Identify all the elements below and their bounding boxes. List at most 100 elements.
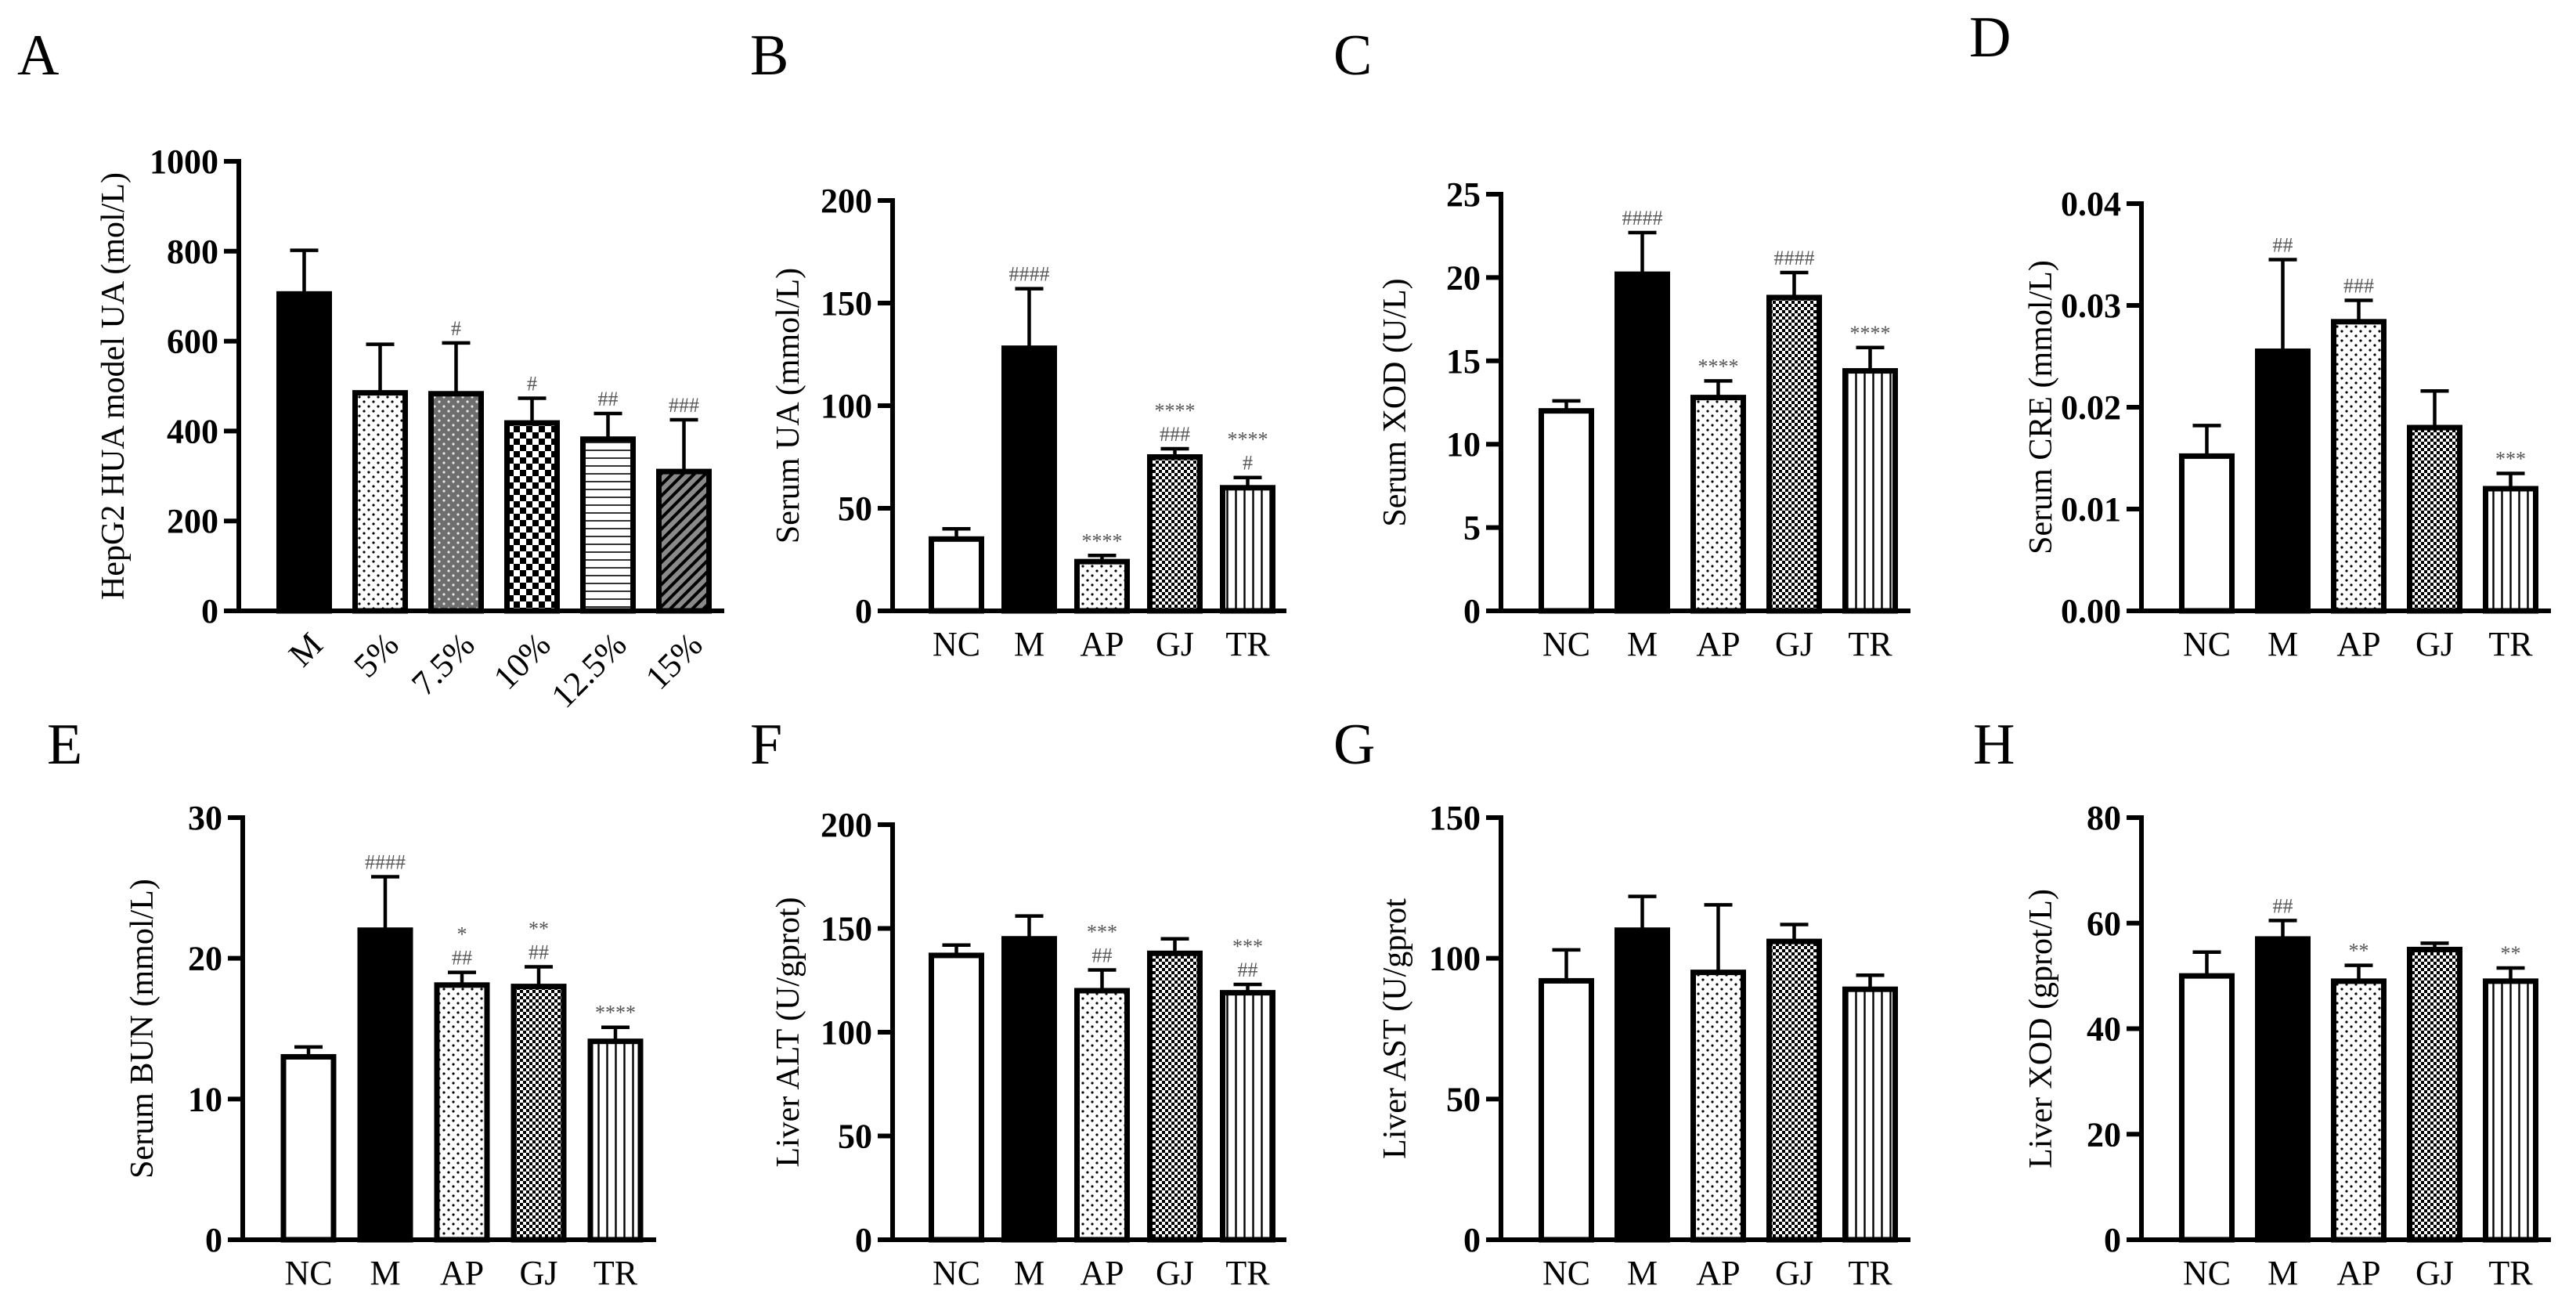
significance-mark: ## (529, 941, 549, 963)
y-tick-label: 20 (2087, 1115, 2121, 1154)
bar-ap (1690, 395, 1746, 614)
bar-nc (1539, 408, 1594, 614)
bar-m (2255, 936, 2311, 1243)
bar-tr (1842, 986, 1898, 1243)
y-axis-label: Serum CRE (mmol/L) (2023, 260, 2059, 554)
y-tick-label: 0 (855, 592, 872, 630)
bar-7-5- (428, 391, 484, 614)
significance-mark: **** (1698, 355, 1739, 377)
y-axis-label: Liver AST (U/gprot (1377, 898, 1413, 1159)
significance-mark: # (451, 317, 461, 340)
y-tick-label: 800 (167, 233, 218, 271)
chart-panel-a: A 0 200 400 600 800 1000 HepG2 HUA model UA (mo… (17, 23, 724, 715)
y-tick-label: 15 (1446, 342, 1481, 381)
y-tick-label: 10 (188, 1080, 222, 1118)
y-axis-label: HepG2 HUA model UA (mol/L) (96, 172, 132, 600)
y-tick-label: 100 (1429, 940, 1481, 978)
significance-mark: **** (1155, 399, 1196, 422)
x-tick-label: M (1627, 625, 1658, 663)
y-tick-label: 400 (167, 412, 218, 450)
significance-mark: ## (1238, 959, 1258, 981)
y-tick-label: 10 (1446, 425, 1481, 464)
y-axis-label: Serum BUN (mmol/L) (124, 879, 161, 1179)
y-axis-label: Serum XOD (U/L) (1377, 278, 1413, 526)
chart-panel-g: G 0 50 100 150 Liver AST (U/gprot NC M AP GJ TR (1333, 713, 1910, 1292)
y-tick-label: 50 (838, 1118, 872, 1156)
significance-mark: *** (1232, 935, 1263, 958)
y-tick-label: 200 (167, 502, 218, 540)
y-axis-label: Liver XOD (gprot/L) (2023, 889, 2059, 1168)
x-tick-label: NC (933, 625, 980, 663)
significance-mark: ## (452, 947, 472, 970)
bar-tr (1220, 485, 1275, 614)
x-tick-label: NC (1542, 1254, 1590, 1292)
x-tick-label: 7.5% (404, 625, 482, 702)
y-tick-label: 600 (167, 323, 218, 361)
x-tick-label: TR (1225, 1254, 1270, 1292)
y-tick-label: 100 (821, 1013, 872, 1052)
panel-letter: H (1973, 713, 2015, 777)
y-tick-label: 0 (855, 1221, 872, 1259)
x-tick-label: M (1627, 1254, 1658, 1292)
bar-m (1001, 936, 1057, 1243)
significance-mark: ### (1160, 423, 1190, 446)
significance-mark: # (1243, 452, 1253, 475)
bar-gj (1766, 938, 1822, 1243)
x-tick-label: TR (1848, 625, 1892, 663)
panel-letter: G (1333, 713, 1375, 777)
bar-nc (929, 952, 984, 1243)
y-tick-label: 0.01 (2061, 490, 2121, 529)
y-tick-label: 0 (1463, 1221, 1481, 1259)
bar-ap (2331, 319, 2387, 614)
panel-letter: D (1969, 5, 2011, 70)
panel-letter: F (750, 713, 782, 777)
bar-ap (434, 982, 490, 1243)
bar-m (2255, 349, 2311, 614)
bar-ap (1690, 970, 1746, 1243)
bar-gj (2407, 424, 2462, 614)
chart-panel-d: D 0.00 0.01 0.02 0.03 0.04 Serum CRE (mmol/L) N… (1969, 5, 2551, 663)
x-tick-label: GJ (1775, 1254, 1813, 1292)
significance-mark: ### (2343, 275, 2374, 298)
y-tick-label: 200 (821, 182, 872, 220)
x-tick-label: TR (2488, 1254, 2533, 1292)
y-axis-label: Serum UA (mmol/L) (770, 268, 806, 544)
y-tick-label: 40 (2087, 1010, 2121, 1049)
significance-mark: *** (1087, 921, 1117, 944)
x-tick-label: NC (2183, 625, 2231, 663)
significance-mark: **** (1850, 322, 1891, 345)
x-tick-label: AP (1080, 1254, 1124, 1292)
bar-ap (1074, 558, 1130, 614)
x-tick-label: GJ (1775, 625, 1813, 663)
bar-gj (1147, 454, 1203, 614)
significance-mark: ## (1092, 944, 1113, 967)
significance-mark: *** (2495, 448, 2526, 471)
x-tick-label: TR (1225, 625, 1270, 663)
x-tick-label: GJ (520, 1254, 558, 1292)
bar-tr (2483, 978, 2538, 1243)
bar-nc (2179, 453, 2235, 614)
x-tick-label: 12.5% (544, 625, 634, 715)
y-tick-label: 20 (188, 940, 222, 978)
y-tick-label: 30 (188, 799, 222, 837)
significance-mark: ** (529, 917, 549, 940)
bar-nc (2179, 973, 2235, 1243)
chart-panel-h: H 0 20 40 60 80 Liver XOD (gprot/L) NC ## M ** AP GJ… (1973, 713, 2551, 1292)
y-tick-label: 200 (821, 806, 872, 844)
bar-m (1001, 345, 1057, 614)
y-tick-label: 150 (1429, 799, 1481, 837)
significance-mark: #### (1009, 263, 1050, 286)
y-tick-label: 0.03 (2061, 287, 2121, 325)
y-tick-label: 150 (821, 284, 872, 323)
x-tick-label: AP (1080, 625, 1124, 663)
x-tick-label: M (2268, 1254, 2298, 1292)
x-tick-label: AP (1696, 625, 1740, 663)
y-tick-label: 0 (205, 1221, 222, 1259)
significance-mark: #### (1622, 207, 1663, 229)
bar-m (1615, 927, 1670, 1243)
x-tick-label: 15% (638, 625, 710, 697)
x-tick-label: AP (1696, 1254, 1740, 1292)
